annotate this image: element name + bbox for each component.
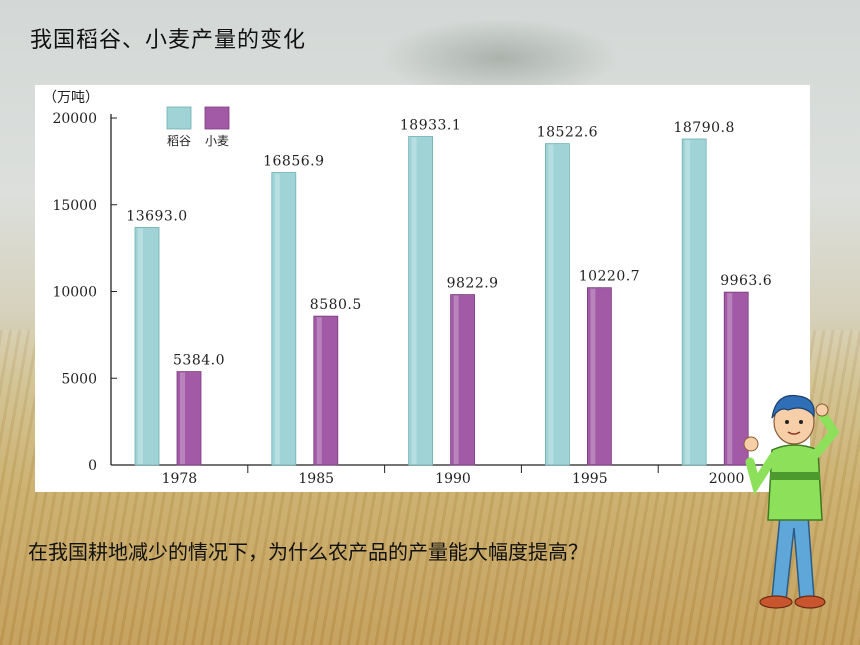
- bar-highlight: [727, 293, 733, 464]
- bar-wheat: [176, 371, 202, 466]
- data-label: 5384.0: [173, 353, 225, 369]
- bar-highlight: [453, 295, 459, 464]
- y-tick-label: 20000: [52, 111, 97, 127]
- data-label: 18790.8: [673, 120, 734, 136]
- legend-label: 稻谷: [167, 134, 191, 148]
- y-tick-label: 5000: [61, 371, 97, 387]
- bar-highlight: [138, 228, 143, 464]
- data-label: 10220.7: [579, 269, 640, 285]
- bar-rice: [544, 143, 570, 466]
- data-label: 16856.9: [263, 154, 324, 170]
- bar-highlight: [411, 137, 417, 464]
- bar-wheat: [450, 294, 476, 466]
- legend-label: 小麦: [205, 134, 229, 148]
- cartoon-boy-illustration: [743, 394, 840, 609]
- background-trees: [380, 18, 620, 98]
- chart-panel: 0 5000 10000 15000 20000 （万吨） 1978 13693.0 5384.…: [35, 85, 810, 492]
- y-axis-label: （万吨）: [43, 90, 99, 106]
- bar-highlight: [274, 173, 280, 464]
- x-tick-label: 1978: [162, 471, 198, 487]
- data-label: 9963.6: [720, 273, 772, 289]
- bar-highlight: [548, 144, 554, 465]
- data-label: 18522.6: [537, 125, 598, 141]
- bar-highlight: [685, 139, 691, 464]
- legend-swatch: [204, 106, 230, 130]
- x-tick-label: 1985: [298, 471, 334, 487]
- bar-highlight: [316, 317, 322, 464]
- bar-wheat: [723, 291, 749, 466]
- x-tick-label: 1990: [435, 471, 471, 487]
- bar-rice: [134, 227, 160, 466]
- slide-title: 我国稻谷、小麦产量的变化: [30, 28, 307, 53]
- y-tick-label: 15000: [52, 198, 97, 214]
- y-tick-label: 0: [88, 458, 97, 474]
- bar-highlight: [590, 288, 596, 464]
- data-label: 9822.9: [447, 276, 499, 292]
- data-label: 8580.5: [310, 297, 362, 313]
- bar-rice: [681, 138, 707, 466]
- bar-rice: [408, 136, 434, 466]
- legend-swatch: [166, 106, 192, 130]
- bar-rice: [271, 172, 297, 466]
- data-label: 13693.0: [126, 208, 187, 224]
- x-tick-label: 2000: [709, 471, 745, 487]
- bar-wheat: [587, 287, 612, 466]
- data-label: 18933.1: [400, 118, 461, 134]
- x-tick-label: 1995: [572, 471, 608, 487]
- bar-wheat: [313, 315, 339, 466]
- bar-chart: 0 5000 10000 15000 20000 （万吨） 1978 13693.0 5384.…: [43, 90, 798, 487]
- bar-highlight: [180, 372, 185, 464]
- question-text: 在我国耕地减少的情况下，为什么农产品的产量能大幅度提高？: [28, 540, 588, 564]
- y-tick-label: 10000: [52, 285, 97, 301]
